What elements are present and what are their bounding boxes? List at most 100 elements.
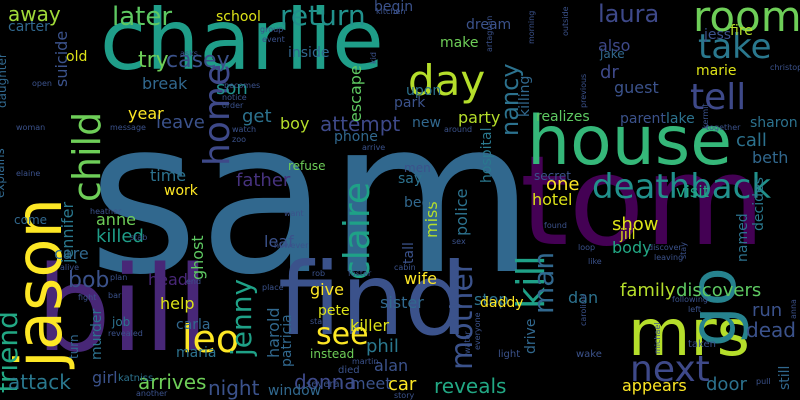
- cloud-word: following: [672, 295, 708, 304]
- cloud-word: one: [546, 174, 580, 195]
- cloud-word: anne: [96, 210, 136, 229]
- cloud-word: michael: [653, 322, 662, 354]
- cloud-word: night: [208, 376, 260, 400]
- cloud-word: tell: [690, 77, 747, 118]
- cloud-word: becomes: [224, 81, 261, 90]
- cloud-word: police: [452, 188, 471, 236]
- cloud-word: claire: [337, 181, 378, 280]
- cloud-word: stay: [679, 242, 688, 259]
- cloud-word: want: [284, 209, 304, 218]
- cloud-word: cabin: [394, 263, 416, 272]
- cloud-word: time: [150, 166, 187, 185]
- cloud-word: refuse: [288, 159, 326, 173]
- cloud-word: light: [498, 349, 521, 360]
- cloud-word: try: [138, 48, 169, 73]
- cloud-word: run: [752, 300, 783, 321]
- cloud-word: laura: [598, 0, 660, 28]
- cloud-word: daddy: [480, 295, 524, 311]
- cloud-word: later: [112, 2, 173, 32]
- cloud-word: elaine: [16, 169, 41, 178]
- cloud-word: find: [278, 241, 468, 358]
- cloud-word: leo: [182, 317, 240, 361]
- cloud-word: tom: [520, 130, 766, 274]
- cloud-word: start: [310, 317, 329, 326]
- cloud-word: boy: [280, 114, 310, 133]
- cloud-word: jenny: [225, 278, 258, 356]
- cloud-word: zoo: [232, 135, 246, 144]
- cloud-word: dream: [466, 17, 512, 33]
- cloud-word: alive: [60, 263, 80, 272]
- cloud-word: sex: [452, 237, 466, 246]
- cloud-word: alan: [374, 356, 409, 375]
- cloud-word: asks: [180, 49, 198, 58]
- cloud-word: see: [316, 317, 369, 352]
- cloud-word: patricia: [279, 314, 295, 367]
- cloud-word: discovers: [676, 280, 762, 301]
- cloud-word: carter: [8, 19, 50, 35]
- cloud-word: upon: [406, 83, 442, 99]
- cloud-word: message: [110, 123, 146, 132]
- cloud-word: taken: [688, 339, 716, 350]
- cloud-word: head: [148, 270, 188, 289]
- cloud-word: escape: [346, 65, 365, 122]
- cloud-word: care: [54, 244, 89, 263]
- cloud-word: foster: [348, 269, 372, 278]
- cloud-word: leaving: [654, 253, 684, 262]
- cloud-word: car: [388, 374, 417, 395]
- cloud-word: girl: [92, 368, 118, 387]
- cloud-word: open: [32, 79, 52, 88]
- cloud-word: sharon: [750, 115, 798, 131]
- cloud-word: next: [630, 349, 710, 390]
- cloud-word: kid: [369, 52, 378, 64]
- cloud-word: still: [777, 365, 793, 390]
- cloud-word: found: [544, 221, 567, 230]
- cloud-word: kitchen: [376, 7, 406, 16]
- cloud-word: morning: [527, 10, 536, 44]
- cloud-word: murder: [89, 308, 105, 360]
- cloud-word: pull: [756, 377, 771, 386]
- cloud-word: plan: [110, 273, 128, 282]
- cloud-word: killed: [96, 226, 144, 247]
- cloud-word: give: [310, 280, 344, 299]
- cloud-word: decides: [751, 177, 767, 231]
- cloud-word: attempt: [320, 112, 401, 136]
- cloud-word: men: [404, 161, 431, 175]
- cloud-word: job: [112, 315, 131, 329]
- cloud-word: son: [216, 78, 248, 99]
- cloud-word: mrs: [628, 297, 750, 371]
- cloud-word: beth: [752, 148, 789, 167]
- cloud-word: away: [8, 2, 61, 26]
- cloud-word: child: [65, 111, 109, 202]
- cloud-word: sam: [88, 74, 535, 321]
- cloud-word: school: [216, 9, 261, 25]
- cloud-word: killing: [517, 75, 533, 117]
- cloud-word: wife: [404, 269, 438, 288]
- cloud-word: attack: [8, 370, 71, 394]
- cloud-word: donna: [294, 370, 357, 394]
- cloud-word: named: [735, 213, 751, 262]
- cloud-word: fire: [730, 23, 753, 39]
- cloud-word: jake: [600, 47, 625, 61]
- cloud-word: year: [128, 104, 164, 123]
- cloud-word: window: [268, 383, 322, 399]
- cloud-word: sister: [380, 293, 424, 312]
- cloud-word: left: [688, 305, 701, 314]
- cloud-word: pete: [318, 303, 350, 319]
- cloud-word: jess: [704, 27, 732, 43]
- cloud-word: another: [136, 389, 168, 398]
- cloud-word: outside: [561, 6, 570, 37]
- cloud-word: several: [306, 379, 343, 390]
- cloud-word: break: [142, 74, 188, 93]
- cloud-word: show: [612, 214, 659, 235]
- cloud-word: charlie: [100, 0, 384, 89]
- cloud-word: lake: [666, 111, 695, 127]
- cloud-word: come: [14, 213, 48, 227]
- cloud-word: casey: [166, 48, 230, 73]
- cloud-word: take: [698, 27, 772, 67]
- cloud-word: deathback: [592, 167, 772, 207]
- cloud-word: watch: [232, 125, 257, 134]
- cloud-word: parent: [620, 111, 666, 127]
- cloud-word: ghost: [188, 235, 207, 280]
- cloud-word: call: [736, 130, 767, 151]
- cloud-word: martin: [352, 357, 379, 366]
